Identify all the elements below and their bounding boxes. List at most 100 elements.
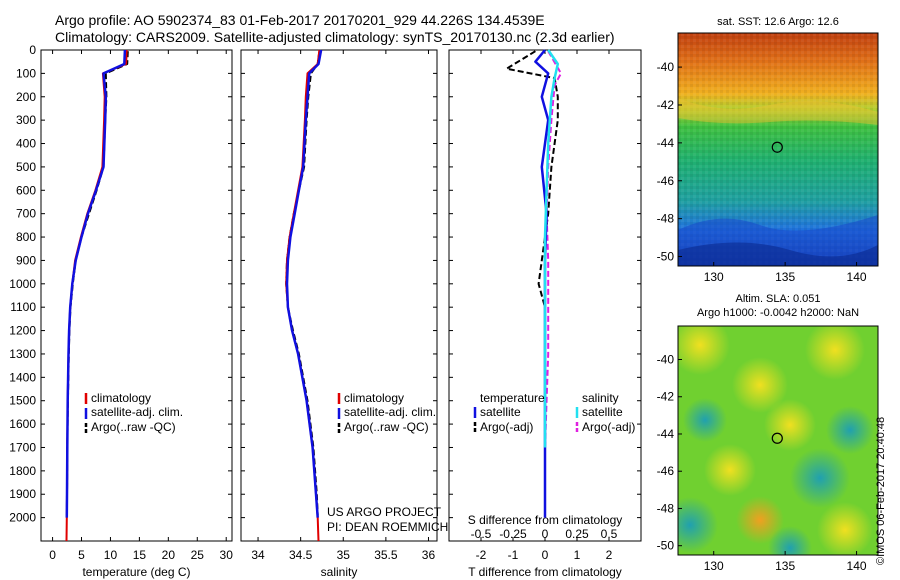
diff-legend-t-argo: Argo(-adj) [480,420,533,434]
y-tick-label: 1500 [9,394,36,408]
diff-legend-s-satellite: satellite [582,405,623,419]
y-tick-label: 1100 [10,300,36,314]
x-tick-label: 35.5 [374,548,398,562]
map-x-tick-label: 130 [704,270,724,284]
plot-frame [40,49,233,542]
y-tick-label: 1700 [9,440,36,454]
x-tick-label: -2 [476,548,487,562]
sal-legend-satellite: satellite-adj. clim. [344,405,436,419]
sst-map-axes: 130 135 140 -40 -42 -44 -46 -48 -50 [657,60,867,284]
sst-map [677,32,879,267]
x-tick-label: 0 [542,548,549,562]
x-tick-label: 2 [606,548,613,562]
top-tick-label: 0.25 [565,527,589,541]
map-y-tick-label: -46 [657,174,675,188]
sal-legend-argo: Argo(..raw -QC) [344,420,429,434]
map-y-tick-label: -50 [657,250,675,264]
imos-timestamp: ©IMOS 06-Feb-2017 20:40:48 [875,416,887,565]
x-tick-label: 20 [162,548,176,562]
profile-title: Argo profile: AO 5902374_83 01-Feb-2017 … [55,12,545,28]
y-tick-label: 0 [29,43,36,57]
top-tick-label: 0 [542,527,549,541]
temperature-panel: 0100200300400500600700800900100011001200… [9,43,233,579]
y-tick-label: 900 [16,253,36,267]
x-tick-label: 34 [251,548,265,562]
y-tick-label: 1000 [9,277,36,291]
map-x-tick-label: 135 [775,270,795,284]
x-tick-label: 10 [104,548,118,562]
map-x-tick-label: 140 [847,559,867,573]
y-tick-label: 600 [16,183,36,197]
plot-frame [240,49,438,542]
x-tick-label: 1 [574,548,581,562]
difference-panel: -2 -1 0 1 2 T difference from climatology S di… [448,49,642,579]
y-tick-label: 2000 [9,511,36,525]
map-y-tick-label: -40 [657,60,675,74]
y-tick-label: 300 [16,113,36,127]
top-tick-label: -0.5 [471,527,492,541]
sla-map-axes: 130 135 140 -40 -42 -44 -46 -48 -50 [657,353,867,573]
salinity-panel: 34 34.5 35 35.5 36 salinity [240,49,438,579]
y-tick-label: 400 [16,137,36,151]
credit-project: US ARGO PROJECT [327,505,442,519]
y-tick-label: 1900 [9,487,36,501]
y-tick-label: 100 [16,66,36,80]
series-line-1 [65,49,127,518]
credit-pi: PI: DEAN ROEMMICH [327,520,448,534]
x-tick-label: -1 [508,548,519,562]
x-tick-label: 34.5 [289,548,313,562]
x-axis-label: salinity [321,565,358,579]
top-tick-label: 0.5 [601,527,618,541]
top-tick-label: -0.25 [499,527,527,541]
map-y-tick-label: -42 [657,98,675,112]
float-position-marker [771,432,783,444]
map-x-tick-label: 130 [704,559,724,573]
diff-legend-salinity-title: salinity [582,391,619,405]
temp-legend-argo: Argo(..raw -QC) [91,420,176,434]
y-tick-label: 500 [16,160,36,174]
x-tick-label: 36 [422,548,436,562]
y-tick-label: 200 [16,90,36,104]
float-position-marker [771,141,783,153]
diff-legend-t-satellite: satellite [480,405,521,419]
map-x-tick-label: 140 [847,270,867,284]
map-y-tick-label: -48 [657,501,675,515]
sla-map [677,325,879,556]
top-axis-label: S difference from climatology [468,513,623,527]
map-x-tick-label: 135 [775,559,795,573]
climatology-subtitle: Climatology: CARS2009. Satellite-adjuste… [55,29,615,45]
x-tick-label: 0 [49,548,56,562]
sst-map-title: sat. SST: 12.6 Argo: 12.6 [717,16,839,28]
map-y-tick-label: -46 [657,464,675,478]
series-line-1 [285,49,323,518]
x-axis-label: temperature (deg C) [82,565,190,579]
x-axis-label: T difference from climatology [468,565,622,579]
sla-map-subtitle: Argo h1000: -0.0042 h2000: NaN [697,307,859,319]
map-y-tick-label: -44 [657,427,675,441]
y-tick-label: 1300 [9,347,36,361]
y-tick-label: 1400 [9,370,36,384]
series-line-2 [543,49,560,448]
map-y-tick-label: -42 [657,390,675,404]
x-tick-label: 35 [337,548,351,562]
map-y-tick-label: -48 [657,212,675,226]
y-tick-label: 800 [16,230,36,244]
map-y-tick-label: -44 [657,136,675,150]
map-y-tick-label: -50 [657,539,675,553]
y-tick-label: 700 [16,207,36,221]
map-y-tick-label: -40 [657,353,675,367]
diff-legend-s-argo: Argo(-adj) [582,420,635,434]
sal-legend-climatology: climatology [344,391,404,405]
x-tick-label: 30 [220,548,234,562]
temp-legend-climatology: climatology [91,391,151,405]
x-tick-label: 15 [133,548,147,562]
y-tick-label: 1200 [9,324,36,338]
x-tick-label: 5 [78,548,85,562]
diff-legend-temperature-title: temperature [480,391,545,405]
y-tick-label: 1800 [9,464,36,478]
x-tick-label: 25 [191,548,205,562]
y-tick-label: 1600 [9,417,36,431]
sla-map-title: Altim. SLA: 0.051 [736,293,821,305]
temp-legend-satellite: satellite-adj. clim. [91,405,183,419]
